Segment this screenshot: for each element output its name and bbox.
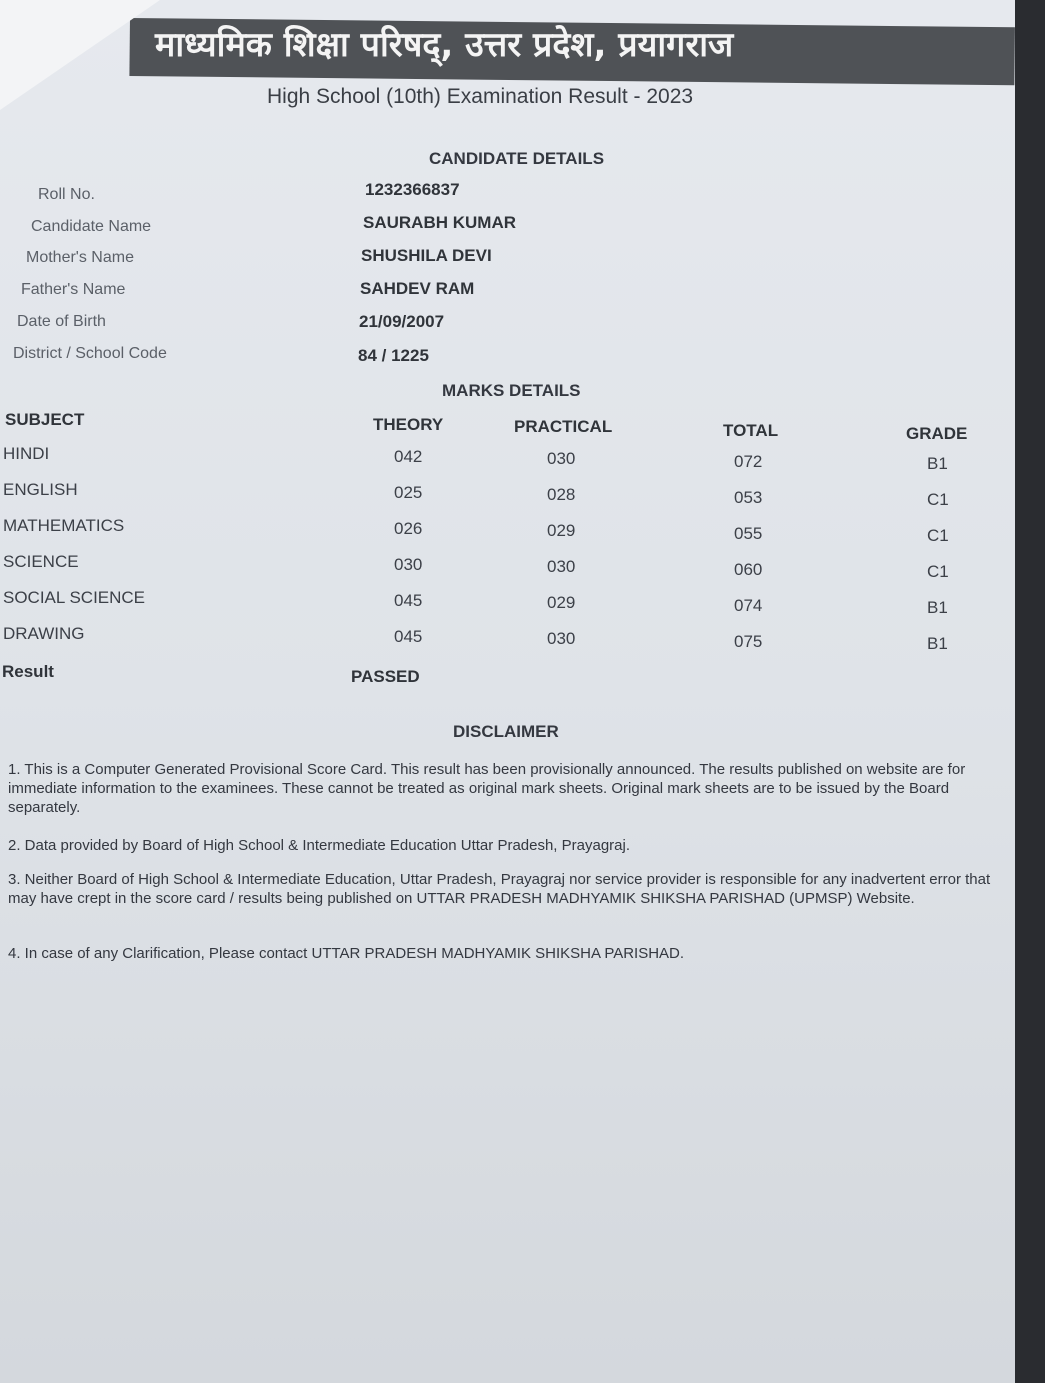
label-candidate-name: Candidate Name — [31, 218, 152, 235]
cell-total: 074 — [734, 595, 763, 615]
value-mother-name: SHUSHILA DEVI — [361, 246, 492, 265]
label-father-name: Father's Name — [21, 281, 126, 298]
cell-total: 060 — [734, 559, 763, 579]
cell-practical: 028 — [547, 485, 576, 504]
cell-theory: 030 — [394, 554, 423, 574]
column-theory: THEORY — [373, 415, 444, 434]
label-dob: Date of Birth — [17, 313, 106, 330]
cell-grade: B1 — [927, 634, 948, 653]
label-roll-no: Roll No. — [38, 186, 95, 203]
board-title: माध्यमिक शिक्षा परिषद्, उत्तर प्रदेश, प्… — [155, 25, 734, 65]
cell-total: 053 — [734, 487, 763, 507]
value-dob: 21/09/2007 — [359, 312, 445, 331]
exam-title: High School (10th) Examination Result - … — [267, 85, 694, 108]
disclaimer-item-4: 4. In case of any Clarification, Please … — [8, 945, 685, 962]
cell-subject: ENGLISH — [3, 480, 78, 499]
cell-grade: B1 — [927, 454, 948, 473]
label-mother-name: Mother's Name — [26, 249, 134, 266]
column-grade: GRADE — [906, 424, 968, 443]
disclaimer-item-2: 2. Data provided by Board of High School… — [8, 837, 631, 854]
value-candidate-name: SAURABH KUMAR — [363, 213, 516, 232]
cell-subject: HINDI — [3, 444, 50, 463]
result-label: Result — [2, 662, 54, 681]
cell-practical: 029 — [547, 521, 576, 540]
cell-theory: 045 — [394, 626, 423, 646]
cell-theory: 045 — [394, 590, 423, 610]
label-school-code: District / School Code — [13, 345, 167, 362]
cell-theory: 025 — [394, 482, 423, 502]
cell-subject: SOCIAL SCIENCE — [3, 588, 146, 607]
disclaimer-title: DISCLAIMER — [453, 722, 559, 741]
cell-grade: C1 — [927, 490, 949, 509]
result-sheet: माध्यमिक शिक्षा परिषद्, उत्तर प्रदेश, प्… — [0, 0, 1015, 1383]
cell-subject: MATHEMATICS — [3, 516, 125, 535]
candidate-section-title: CANDIDATE DETAILS — [429, 149, 605, 168]
marks-section-title: MARKS DETAILS — [442, 381, 581, 400]
disclaimer-item-1: 1. This is a Computer Generated Provisio… — [8, 761, 966, 816]
disclaimer-item-3: 3. Neither Board of High School & Interm… — [8, 871, 991, 907]
cell-total: 055 — [734, 523, 763, 543]
column-subject: SUBJECT — [5, 410, 85, 429]
cell-grade: C1 — [927, 526, 949, 545]
value-father-name: SAHDEV RAM — [360, 279, 475, 298]
cell-theory: 026 — [394, 518, 423, 538]
cell-theory: 042 — [394, 446, 423, 466]
result-value: PASSED — [351, 667, 420, 686]
column-practical: PRACTICAL — [514, 417, 613, 436]
cell-subject: DRAWING — [3, 624, 85, 643]
column-total: TOTAL — [723, 421, 779, 440]
folded-corner — [0, 0, 160, 110]
cell-grade: C1 — [927, 562, 949, 581]
cell-practical: 029 — [547, 593, 576, 612]
cell-practical: 030 — [547, 449, 576, 468]
value-roll-no: 1232366837 — [365, 180, 460, 199]
cell-grade: B1 — [927, 598, 948, 617]
cell-total: 075 — [734, 631, 763, 651]
cell-practical: 030 — [547, 629, 576, 648]
cell-total: 072 — [734, 451, 763, 471]
cell-subject: SCIENCE — [3, 552, 79, 571]
cell-practical: 030 — [547, 557, 576, 576]
value-school-code: 84 / 1225 — [358, 346, 429, 365]
